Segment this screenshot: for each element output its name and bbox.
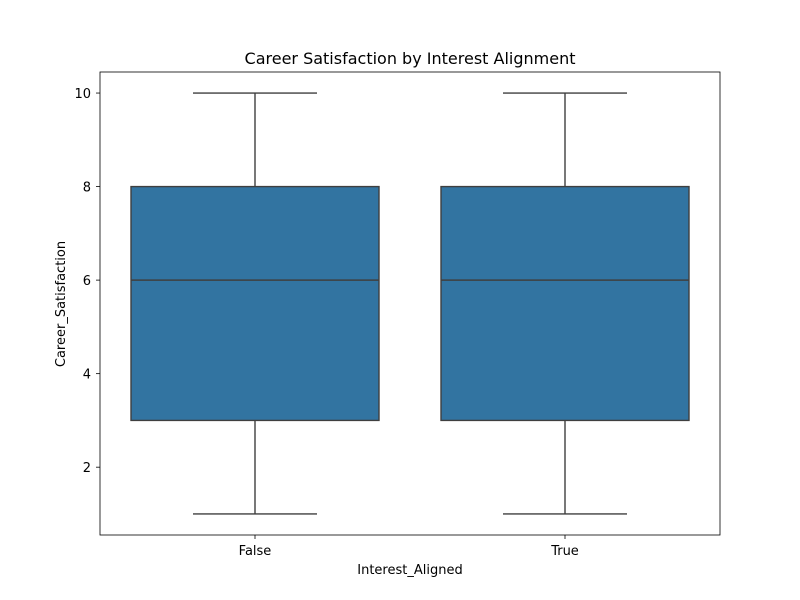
y-axis-label: Career_Satisfaction — [54, 241, 69, 367]
iqr-box — [130, 185, 380, 422]
y-tick-label: 4 — [83, 368, 91, 383]
plot-area — [130, 92, 690, 515]
x-tick-label: True — [550, 544, 579, 559]
x-axis: False True — [239, 535, 579, 559]
y-tick-label: 2 — [83, 461, 91, 476]
chart-title: Career Satisfaction by Interest Alignmen… — [245, 49, 576, 68]
x-axis-label: Interest_Aligned — [357, 563, 462, 578]
y-axis: 2 4 6 8 10 — [74, 87, 100, 476]
x-tick-label: False — [239, 544, 272, 559]
box-0 — [130, 92, 380, 515]
y-tick-label: 10 — [74, 87, 91, 102]
iqr-box — [440, 185, 690, 422]
box-1 — [440, 92, 690, 515]
plot-frame — [99, 71, 721, 536]
y-tick-label: 6 — [83, 274, 91, 289]
y-tick-label: 8 — [83, 181, 91, 196]
